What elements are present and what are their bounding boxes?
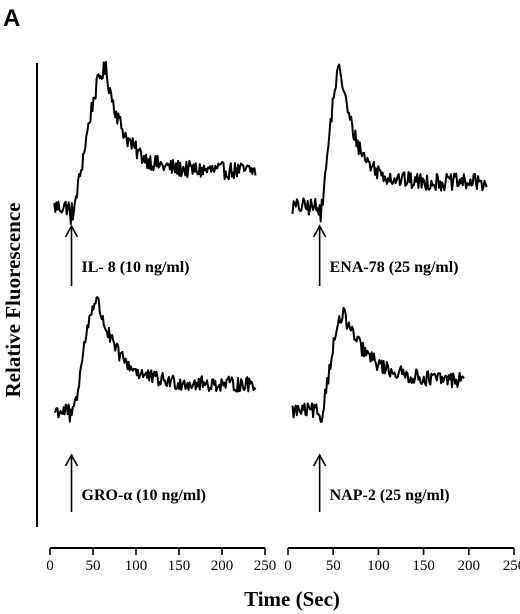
annotation-gro: GRO-α (10 ng/ml) [82, 487, 206, 504]
panel-letter: A [3, 5, 20, 32]
x-tick-label: 150 [168, 558, 191, 574]
x-tick-label: 0 [284, 558, 292, 574]
arrow-head-il8 [64, 224, 79, 238]
x-tick-label: 50 [86, 558, 101, 574]
x-tick-label: 0 [46, 558, 54, 574]
x-tick-label: 200 [211, 558, 234, 574]
arrow-head-gro [64, 453, 79, 467]
trace-gro [53, 296, 257, 423]
x-tick-label: 250 [503, 558, 520, 574]
x-axis-label: Time (Sec) [244, 587, 340, 611]
traces: IL- 8 (10 ng/ml) ENA-78 (25 ng/ml) GRO-α (… [53, 60, 488, 512]
x-tick-label: 50 [326, 558, 341, 574]
x-tick-label: 100 [125, 558, 148, 574]
annotation-nap2: NAP-2 (25 ng/ml) [330, 487, 450, 504]
trace-nap2 [291, 306, 465, 423]
arrow-head-ena78 [312, 224, 327, 238]
annotation-ena78: ENA-78 (25 ng/ml) [330, 259, 459, 276]
annotation-il8: IL- 8 (10 ng/ml) [82, 259, 190, 276]
x-tick-label: 100 [367, 558, 390, 574]
x-tick-label: 200 [458, 558, 481, 574]
x-axis-right: 0 50 100 150 200 250 [284, 547, 520, 574]
trace-il8 [53, 60, 257, 225]
trace-ena78 [291, 63, 488, 223]
y-axis-label: Relative Fluorescence [1, 203, 25, 398]
x-tick-label: 150 [412, 558, 435, 574]
x-tick-label: 250 [254, 558, 277, 574]
x-axis-left: 0 50 100 150 200 250 [46, 547, 277, 574]
arrow-head-nap2 [312, 453, 327, 467]
